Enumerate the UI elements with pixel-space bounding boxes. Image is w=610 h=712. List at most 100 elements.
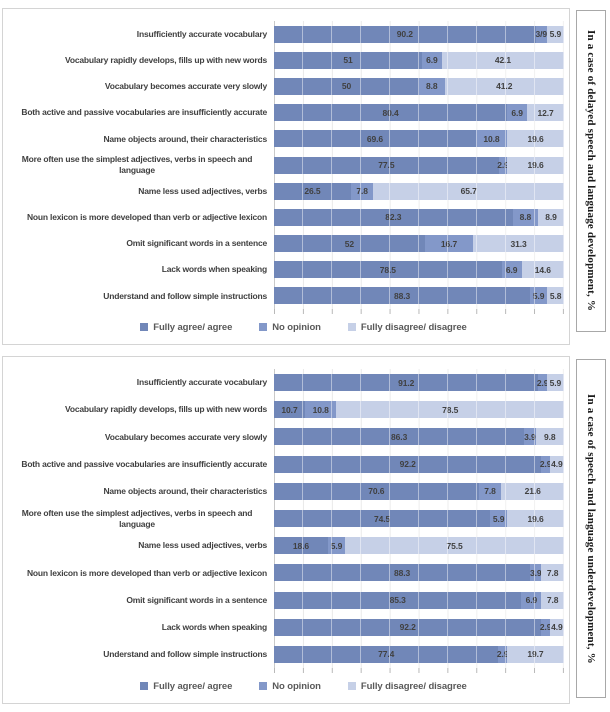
bar-segment-series-2: 6.9	[421, 51, 442, 69]
bar-row: Lack words when speaking 78.5 6.9 14.6	[7, 257, 566, 283]
category-label-text: Omit significant words in a sentence	[126, 594, 267, 605]
bar-row: Vocabulary becomes accurate very slowly 8…	[7, 423, 566, 450]
bar-segment-series-2: 6.9	[521, 591, 542, 609]
category-label: Noun lexicon is more developed than verb…	[7, 568, 274, 579]
bar-segment-series-3: 31.3	[473, 235, 564, 253]
value-label: 2.9	[539, 622, 552, 633]
legend-swatch-icon	[347, 323, 356, 331]
value-label: 21.6	[524, 486, 541, 497]
bar-segment-series-1: 91.2	[274, 374, 539, 392]
bar-segment-series-1: 88.3	[274, 564, 531, 582]
bar-track: 92.2 2.9 4.9	[274, 618, 564, 636]
value-label: 5.9	[549, 377, 562, 388]
legend-item: Fully disagree/ disagree	[347, 681, 467, 692]
bar-segment-series-3: 65.7	[373, 182, 564, 200]
value-label: 26.5	[304, 186, 321, 197]
category-label-text: Lack words when speaking	[161, 621, 267, 632]
bar-track: 10.7 10.8 78.5	[274, 401, 564, 419]
category-label: Lack words when speaking	[7, 264, 274, 275]
category-label: Omit significant words in a sentence	[7, 238, 274, 249]
bar-row: Understand and follow simple instruction…	[7, 641, 566, 668]
bar-segment-series-3: 12.7	[527, 104, 564, 122]
bar-track: 86.3 3.9 9.8	[274, 428, 564, 446]
bar-segment-series-1: 90.2	[274, 25, 536, 43]
plot-area: Insufficiently accurate vocabulary 90.2 3/…	[7, 21, 566, 309]
legend-swatch-icon	[347, 682, 356, 690]
value-label: 52	[344, 238, 355, 249]
x-axis-ticks	[274, 668, 564, 673]
legend-swatch-icon	[259, 682, 268, 690]
bar-track: 90.2 3/9 5.9	[274, 25, 564, 43]
value-label: 50	[341, 81, 352, 92]
bar-segment-series-3: 5.9	[546, 25, 564, 43]
bar-segment-series-2: 2.9	[497, 645, 509, 663]
bar-segment-series-3: 19.7	[506, 645, 564, 663]
bar-segment-series-2: 6.9	[507, 104, 528, 122]
bar-segment-series-3: 42.1	[441, 51, 564, 69]
value-label: 14.6	[534, 264, 551, 275]
bar-segment-series-1: 18.6	[274, 537, 328, 555]
category-label-text: Both active and passive vocabularies are…	[21, 107, 267, 118]
category-label: Omit significant words in a sentence	[7, 595, 274, 606]
category-label-text: More often use the simplest adjectives, …	[21, 507, 253, 529]
category-label-text: Vocabulary becomes accurate very slowly	[104, 431, 267, 442]
legend-label: Fully disagree/ disagree	[360, 321, 467, 333]
bar-segment-series-1: 52	[274, 235, 425, 253]
value-label: 78.5	[379, 264, 396, 275]
category-label-text: Name objects around, their characteristi…	[103, 486, 267, 497]
bar-row: Insufficiently accurate vocabulary 91.2 2.…	[7, 369, 566, 396]
bar-segment-series-1: 92.2	[274, 455, 542, 473]
bar-segment-series-3: 4.9	[549, 618, 564, 636]
bar-segment-series-1: 50	[274, 77, 419, 95]
legend-label: No opinion	[272, 321, 321, 333]
chart-underdevelopment-box: Insufficiently accurate vocabulary 91.2 2.…	[2, 356, 570, 704]
bar-segment-series-1: 70.6	[274, 482, 479, 500]
chart-title-panel: In a case of speech and language underde…	[576, 359, 606, 698]
bar-segment-series-3: 7.8	[541, 591, 564, 609]
bar-segment-series-1: 92.2	[274, 618, 542, 636]
value-label: 90.2	[396, 29, 413, 40]
legend-swatch-icon	[259, 323, 268, 331]
value-label: 5.9	[549, 29, 562, 40]
category-label-text: Name objects around, their characteristi…	[103, 133, 267, 144]
value-label: 41.2	[496, 81, 513, 92]
bar-track: 70.6 7.8 21.6	[274, 482, 564, 500]
value-label: 70.6	[368, 486, 385, 497]
value-label: 3/9	[535, 29, 547, 40]
value-label: 88.3	[393, 567, 411, 578]
value-label: 4.9	[551, 459, 563, 470]
bar-segment-series-1: 82.3	[274, 208, 513, 226]
bar-rows: Insufficiently accurate vocabulary 91.2 2.…	[7, 369, 566, 668]
value-label: 7.8	[546, 595, 559, 606]
bar-segment-series-2: 3.9	[530, 564, 542, 582]
bar-segment-series-3: 21.6	[501, 482, 564, 500]
legend: Fully agree/ agree No opinion Fully disagr…	[7, 673, 566, 699]
category-label: Vocabulary rapidly develops, fills up wi…	[7, 55, 274, 66]
bar-segment-series-1: 86.3	[274, 428, 525, 446]
value-label: 65.7	[460, 186, 477, 197]
value-label: 16.7	[440, 238, 458, 249]
bar-row: Both active and passive vocabularies are…	[7, 100, 566, 126]
bar-segment-series-3: 78.5	[336, 401, 564, 419]
category-label-text: Name less used adjectives, verbs	[138, 540, 267, 551]
legend-label: Fully agree/ agree	[153, 321, 233, 333]
value-label: 6.9	[505, 264, 518, 275]
value-label: 8.9	[545, 212, 557, 223]
bar-segment-series-2: 2.9	[539, 618, 552, 636]
bar-track: 82.3 8.8 8.9	[274, 208, 564, 226]
bar-track: 52 16.7 31.3	[274, 235, 564, 253]
section-delayed-development: Insufficiently accurate vocabulary 90.2 3/…	[2, 8, 610, 345]
bar-track: 74.5 5.9 19.6	[274, 510, 564, 528]
value-label: 69.6	[366, 133, 383, 144]
bar-rows: Insufficiently accurate vocabulary 90.2 3/…	[7, 21, 566, 309]
bar-segment-series-1: 10.7	[274, 401, 306, 419]
bar-track: 77.5 2.9 19.6	[274, 156, 564, 174]
bar-segment-series-3: 75.5	[345, 537, 564, 555]
category-label-text: Noun lexicon is more developed than verb…	[26, 212, 267, 223]
value-label: 19.6	[527, 133, 544, 144]
bar-row: Insufficiently accurate vocabulary 90.2 3/…	[7, 21, 566, 47]
bar-segment-series-1: 69.6	[274, 130, 476, 148]
bar-track: 91.2 2.9 5.9	[274, 374, 564, 392]
bar-row: Omit significant words in a sentence 52 16…	[7, 231, 566, 257]
category-label: Insufficiently accurate vocabulary	[7, 29, 274, 40]
